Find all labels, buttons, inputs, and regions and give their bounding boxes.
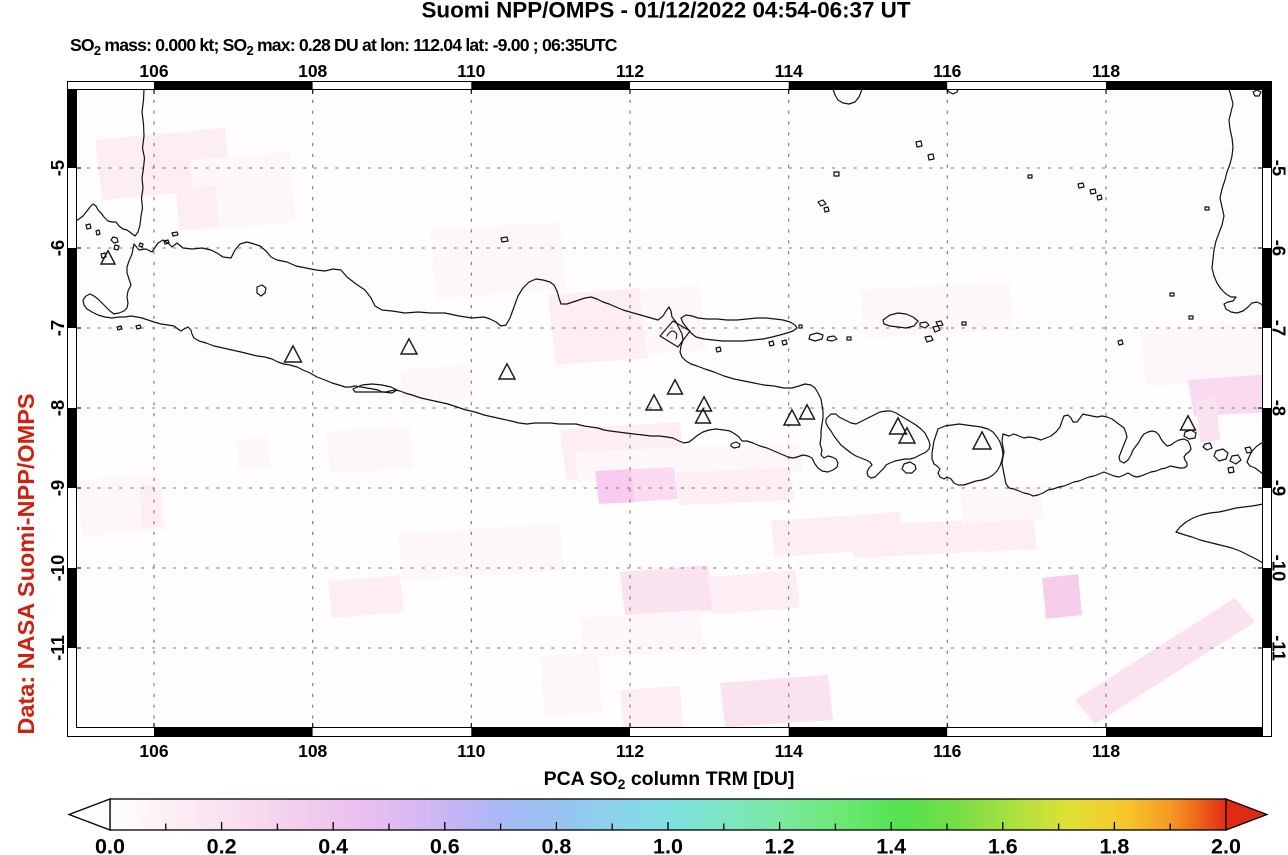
svg-text:106: 106 [139,741,168,761]
svg-text:-7: -7 [1269,320,1288,336]
svg-text:-7: -7 [47,320,68,336]
svg-text:0.4: 0.4 [318,835,348,855]
svg-text:118: 118 [1092,741,1120,761]
svg-text:108: 108 [298,741,327,761]
svg-text:-11: -11 [47,635,68,661]
svg-text:SO2 mass: 0.000 kt; SO2 max: 0: SO2 mass: 0.000 kt; SO2 max: 0.28 DU at … [70,35,618,58]
svg-text:0.2: 0.2 [207,835,237,855]
svg-text:-10: -10 [47,555,68,582]
svg-text:0.8: 0.8 [541,835,571,855]
svg-text:-6: -6 [47,240,68,256]
svg-text:114: 114 [775,61,803,81]
svg-text:-5: -5 [1269,160,1288,176]
svg-text:-8: -8 [1269,400,1288,416]
svg-text:1.0: 1.0 [653,835,683,855]
svg-text:112: 112 [616,61,644,81]
svg-text:Suomi NPP/OMPS - 01/12/2022 04: Suomi NPP/OMPS - 01/12/2022 04:54-06:37 … [421,0,910,23]
svg-text:Data: NASA Suomi-NPP/OMPS: Data: NASA Suomi-NPP/OMPS [13,393,39,734]
svg-text:1.4: 1.4 [876,835,906,855]
svg-text:-9: -9 [47,480,68,496]
svg-text:1.2: 1.2 [765,835,795,855]
svg-text:-9: -9 [1269,480,1288,496]
svg-text:-11: -11 [1269,635,1288,661]
svg-text:110: 110 [457,61,485,81]
svg-text:-10: -10 [1269,555,1288,582]
svg-text:112: 112 [616,741,644,761]
svg-text:PCA SO2 column TRM [DU]: PCA SO2 column TRM [DU] [544,768,795,792]
svg-text:0.0: 0.0 [95,835,125,855]
svg-text:116: 116 [933,741,961,761]
svg-text:118: 118 [1092,61,1120,81]
svg-text:0.6: 0.6 [430,835,460,855]
svg-text:108: 108 [298,61,327,81]
svg-text:2.0: 2.0 [1211,835,1241,855]
svg-text:1.8: 1.8 [1099,835,1129,855]
svg-text:-6: -6 [1269,240,1288,256]
svg-text:110: 110 [457,741,485,761]
svg-text:1.6: 1.6 [988,835,1018,855]
svg-text:106: 106 [139,61,168,81]
svg-text:-5: -5 [47,160,68,176]
svg-text:116: 116 [933,61,961,81]
svg-text:114: 114 [775,741,803,761]
svg-text:-8: -8 [47,400,68,416]
